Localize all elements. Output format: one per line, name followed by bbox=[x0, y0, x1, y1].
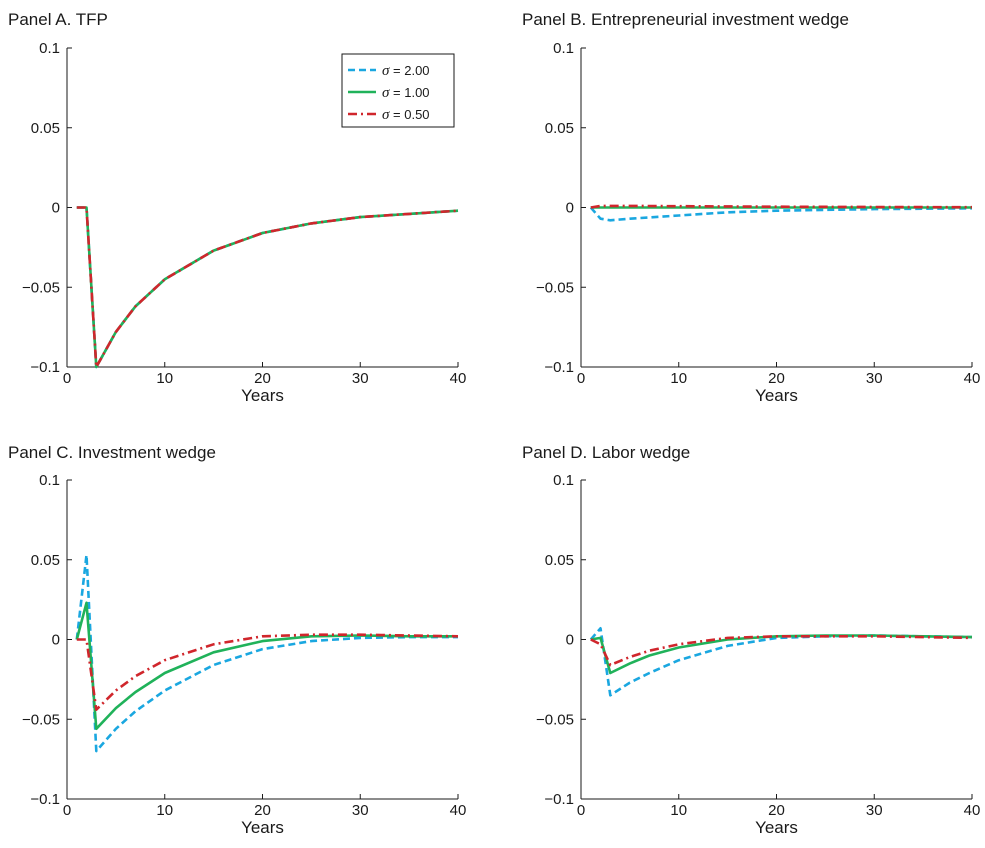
x-tick-label: 10 bbox=[670, 802, 687, 819]
legend-entry-label: σ = 2.00 bbox=[382, 63, 430, 79]
y-tick-label: 0.1 bbox=[553, 472, 574, 489]
x-axis-label: Years bbox=[241, 386, 284, 405]
legend-entry-label: σ = 0.50 bbox=[382, 107, 430, 123]
x-tick-label: 40 bbox=[450, 370, 467, 387]
x-tick-label: 0 bbox=[63, 370, 71, 387]
x-tick-label: 10 bbox=[156, 802, 173, 819]
legend-value: = 0.50 bbox=[389, 107, 429, 122]
y-tick-label: 0 bbox=[52, 632, 60, 649]
series-line-sigma-0.50 bbox=[590, 634, 973, 667]
series-line-sigma-0.50 bbox=[76, 633, 459, 712]
y-tick-label: −0.1 bbox=[30, 791, 60, 808]
x-tick-label: 30 bbox=[352, 370, 369, 387]
series-line-sigma-2.00 bbox=[589, 626, 973, 697]
panel-title: Panel B. Entrepreneurial investment wedg… bbox=[522, 10, 849, 29]
y-tick-label: 0 bbox=[52, 200, 60, 217]
x-tick-label: 30 bbox=[866, 802, 883, 819]
x-axis-label: Years bbox=[755, 386, 798, 405]
y-tick-label: −0.05 bbox=[536, 279, 574, 296]
x-tick-label: 0 bbox=[577, 370, 585, 387]
legend-symbol: σ bbox=[382, 107, 390, 123]
x-axis-label: Years bbox=[241, 818, 284, 837]
y-tick-label: 0.1 bbox=[39, 40, 60, 57]
y-tick-label: 0 bbox=[566, 632, 574, 649]
panel-2: Panel B. Entrepreneurial investment wedg… bbox=[522, 10, 980, 405]
y-tick-label: −0.1 bbox=[544, 359, 574, 376]
x-tick-label: 40 bbox=[964, 370, 981, 387]
series-line-sigma-1.00 bbox=[75, 601, 458, 731]
y-tick-label: 0.1 bbox=[39, 472, 60, 489]
series-line-sigma-0.50 bbox=[590, 204, 973, 209]
x-axis-label: Years bbox=[755, 818, 798, 837]
x-tick-label: 0 bbox=[577, 802, 585, 819]
legend-value: = 1.00 bbox=[389, 85, 429, 100]
legend-symbol: σ bbox=[382, 63, 390, 79]
legend-entry-label: σ = 1.00 bbox=[382, 85, 430, 101]
x-tick-label: 30 bbox=[352, 802, 369, 819]
y-tick-label: 0.1 bbox=[553, 40, 574, 57]
panel-title: Panel A. TFP bbox=[8, 10, 108, 29]
series-line-sigma-2.00 bbox=[75, 553, 458, 753]
y-tick-label: −0.05 bbox=[22, 711, 60, 728]
legend-box bbox=[341, 53, 455, 128]
y-tick-label: 0.05 bbox=[545, 552, 574, 569]
x-tick-label: 10 bbox=[670, 370, 687, 387]
y-tick-label: −0.1 bbox=[30, 359, 60, 376]
panel-title: Panel D. Labor wedge bbox=[522, 443, 690, 462]
panel-3: Panel C. Investment wedge 0 10 20 30 40 0.1 0.0… bbox=[8, 443, 466, 837]
y-tick-label: 0.05 bbox=[545, 120, 574, 137]
panel-title: Panel C. Investment wedge bbox=[8, 443, 216, 462]
x-tick-label: 20 bbox=[768, 370, 785, 387]
series-line-sigma-2.00 bbox=[589, 206, 973, 222]
x-tick-label: 10 bbox=[156, 370, 173, 387]
x-tick-label: 30 bbox=[866, 370, 883, 387]
x-tick-label: 20 bbox=[768, 802, 785, 819]
y-tick-label: −0.1 bbox=[544, 791, 574, 808]
y-tick-label: 0.05 bbox=[31, 120, 60, 137]
x-tick-label: 40 bbox=[450, 802, 467, 819]
x-tick-label: 40 bbox=[964, 802, 981, 819]
y-tick-label: 0.05 bbox=[31, 552, 60, 569]
legend-value: = 2.00 bbox=[389, 63, 429, 78]
x-tick-label: 20 bbox=[254, 802, 271, 819]
y-tick-label: −0.05 bbox=[22, 279, 60, 296]
legend: σ = 2.00σ = 1.00σ = 0.50 bbox=[341, 53, 455, 128]
x-tick-label: 0 bbox=[63, 802, 71, 819]
legend-symbol: σ bbox=[382, 85, 390, 101]
panel-1: Panel A. TFP 0 10 20 30 40 0.1 0.05 0 −0.05 −0.1 Ye… bbox=[8, 10, 466, 405]
y-tick-label: −0.05 bbox=[536, 711, 574, 728]
y-tick-label: 0 bbox=[566, 200, 574, 217]
x-tick-label: 20 bbox=[254, 370, 271, 387]
series-line-sigma-0.50 bbox=[76, 206, 459, 369]
series-line-sigma-1.00 bbox=[76, 206, 459, 369]
series-line-sigma-1.00 bbox=[590, 634, 973, 675]
